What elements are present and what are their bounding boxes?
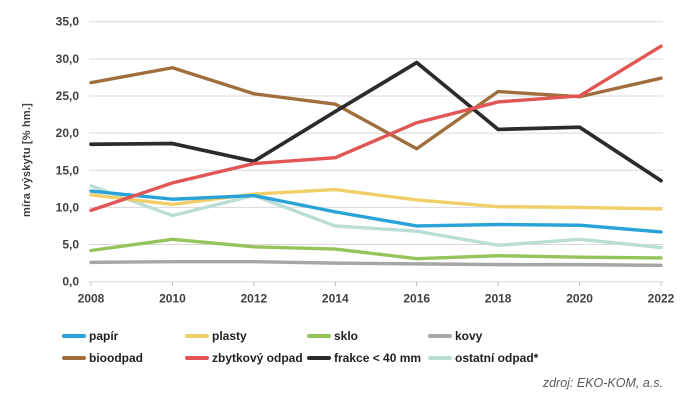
series-line-pap-r (89, 189, 663, 234)
y-axis-tick-labels: 0,0 5,0 10,0 15,0 20,0 25,0 30,0 35,0 (56, 15, 80, 289)
legend-label: papír (89, 329, 119, 343)
legend-label: plasty (212, 329, 247, 343)
legend-item-frakce-40-mm: frakce < 40 mm (307, 350, 421, 366)
legend-swatch-icon (185, 356, 209, 360)
plot-area: 0,05,010,015,020,025,030,035,0 2008 2010 2… (21, 15, 675, 306)
y-tick-label: 5,0 (62, 238, 79, 252)
line-chart: 0,0 5,0 10,0 15,0 20,0 25,0 30,0 35,0 2008 2010 2… (21, 15, 675, 306)
legend-swatch-icon (185, 334, 209, 338)
source-note: zdroj: EKO-KOM, a.s. (542, 376, 663, 390)
legend-item-kovy: kovy (428, 328, 482, 344)
series-line-kovy (89, 259, 663, 268)
legend-swatch-icon (62, 356, 86, 360)
x-tick-label: 2010 (159, 292, 186, 306)
y-tick-label: 0,0 (62, 275, 79, 289)
x-tick-label: 2012 (241, 292, 268, 306)
x-axis-ticks (90, 281, 662, 287)
legend-swatch-icon (62, 334, 86, 338)
gridlines (89, 21, 663, 283)
series-line-plasty (89, 187, 663, 211)
series-line-frakce-40-mm (89, 60, 663, 183)
x-tick-label: 2014 (322, 292, 349, 306)
legend-label: zbytkový odpad (212, 351, 303, 365)
legend-item-plasty: plasty (185, 328, 247, 344)
series-line-bioodpad (89, 66, 663, 151)
legend-item-pap-r: papír (62, 328, 118, 344)
legend-item-bioodpad: bioodpad (62, 350, 143, 366)
chart-legend: papír plasty sklo kovy bioodpad zbytkový odpa… (0, 318, 700, 370)
legend-item-sklo: sklo (307, 328, 358, 344)
legend-swatch-icon (307, 356, 331, 360)
legend-label: kovy (455, 329, 483, 343)
legend-item-zbytkov-odpad: zbytkový odpad (185, 350, 303, 366)
legend-swatch-icon (428, 356, 452, 360)
legend-swatch-icon (307, 334, 331, 338)
x-tick-label: 2020 (566, 292, 593, 306)
x-axis-tick-labels: 2008 2010 2012 2014 2016 2018 2020 2022 (78, 292, 675, 306)
legend-label: sklo (334, 329, 359, 343)
legend-swatch-icon (428, 334, 452, 338)
series-line-zbytkov-odpad (89, 44, 663, 213)
legend-label: ostatní odpad* (455, 351, 539, 365)
series-lines (89, 44, 663, 268)
y-tick-label: 10,0 (56, 200, 80, 214)
x-tick-label: 2008 (78, 292, 105, 306)
series-line-ostatn-odpad- (89, 184, 663, 250)
legend-item-ostatn-odpad-: ostatní odpad* (428, 350, 538, 366)
y-tick-label: 35,0 (56, 15, 80, 29)
legend-label: bioodpad (89, 351, 143, 365)
x-tick-label: 2016 (403, 292, 430, 306)
y-tick-label: 30,0 (56, 52, 80, 66)
y-tick-label: 20,0 (56, 126, 80, 140)
x-tick-label: 2022 (648, 292, 675, 306)
y-tick-label: 25,0 (56, 89, 80, 103)
y-tick-label: 15,0 (56, 163, 80, 177)
legend-label: frakce < 40 mm (334, 351, 422, 365)
x-tick-label: 2018 (485, 292, 512, 306)
y-axis-title: míra výskytu [% hm.] (21, 103, 33, 217)
series-line-sklo (89, 237, 663, 261)
